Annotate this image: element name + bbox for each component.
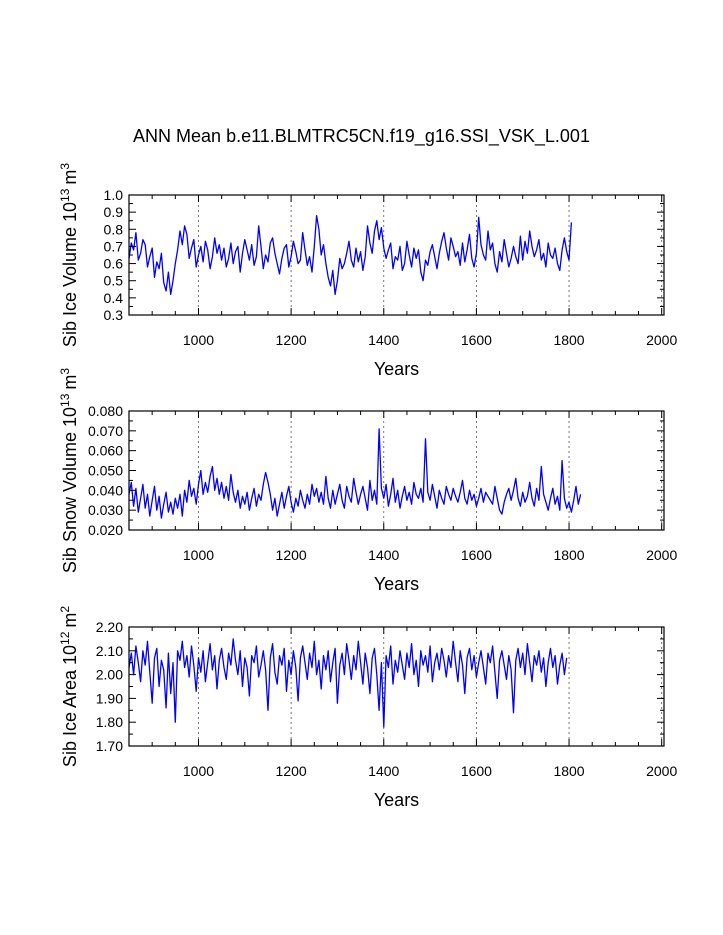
chart-title: ANN Mean b.e11.BLMTRC5CN.f19_g16.SSI_VSK… (133, 126, 590, 146)
x-tick-label: 1400 (368, 547, 399, 563)
y-axis-label: Sib Ice Area 1012m2 (58, 606, 80, 767)
y-tick-label: 2.00 (96, 667, 123, 683)
y-tick-label: 1.70 (96, 738, 123, 754)
y-tick-label: 0.9 (104, 204, 124, 220)
y-tick-label: 0.6 (104, 256, 124, 272)
y-tick-label: 0.020 (88, 522, 123, 538)
chart-panel-1: 1000 1200 1400 1600 1800 20000.30.40.50.60.70… (58, 163, 677, 379)
y-tick-label: 2.20 (96, 619, 123, 635)
x-tick-label: 1800 (553, 332, 584, 348)
y-tick-label: 2.10 (96, 643, 123, 659)
x-axis-label: Years (374, 359, 419, 379)
y-tick-label: 0.8 (104, 221, 124, 237)
data-series-line (128, 428, 582, 519)
y-tick-label: 0.7 (104, 238, 124, 254)
y-tick-label: 0.5 (104, 273, 124, 289)
plot-frame (128, 410, 665, 531)
x-tick-label: 1400 (368, 332, 399, 348)
y-tick-label: 0.060 (88, 443, 123, 459)
chart-panel-3: 1000 1200 1400 1600 1800 2000 1.70 1.80 1.90 2.00… (58, 606, 677, 810)
x-tick-label: 2000 (646, 763, 677, 779)
plot-frame (128, 626, 665, 747)
y-axis-label: Sib Snow Volume 1013m3 (58, 368, 80, 573)
data-series-line (128, 214, 573, 296)
y-tick-label: 0.3 (104, 307, 124, 323)
x-tick-label: 1600 (461, 332, 492, 348)
y-axis-label: Sib Ice Volume 1013m3 (58, 163, 80, 347)
x-tick-label: 1600 (461, 763, 492, 779)
x-tick-label: 1200 (276, 763, 307, 779)
data-series-line (128, 638, 568, 728)
y-tick-label: 0.050 (88, 463, 123, 479)
x-tick-label: 1800 (553, 547, 584, 563)
x-tick-label: 1000 (183, 763, 214, 779)
x-tick-label: 1000 (183, 332, 214, 348)
y-tick-label: 0.040 (88, 482, 123, 498)
y-tick-label: 0.030 (88, 502, 123, 518)
x-tick-label: 2000 (646, 547, 677, 563)
x-tick-label: 1800 (553, 763, 584, 779)
chart-panel-2: 1000 1200 1400 1600 1800 2000 0.020 0.030 0.040 0… (58, 368, 677, 594)
x-tick-label: 1200 (276, 547, 307, 563)
y-tick-label: 0.4 (104, 290, 124, 306)
plot-frame (128, 194, 665, 316)
y-tick-label: 0.070 (88, 423, 123, 439)
y-tick-label: 1.80 (96, 714, 123, 730)
x-tick-label: 1400 (368, 763, 399, 779)
x-axis-label: Years (374, 574, 419, 594)
y-tick-label: 1.90 (96, 690, 123, 706)
x-tick-label: 1000 (183, 547, 214, 563)
x-tick-label: 2000 (646, 332, 677, 348)
x-tick-label: 1600 (461, 547, 492, 563)
y-tick-label: 1.0 (104, 187, 124, 203)
x-tick-label: 1200 (276, 332, 307, 348)
y-tick-label: 0.080 (88, 403, 123, 419)
x-axis-label: Years (374, 790, 419, 810)
